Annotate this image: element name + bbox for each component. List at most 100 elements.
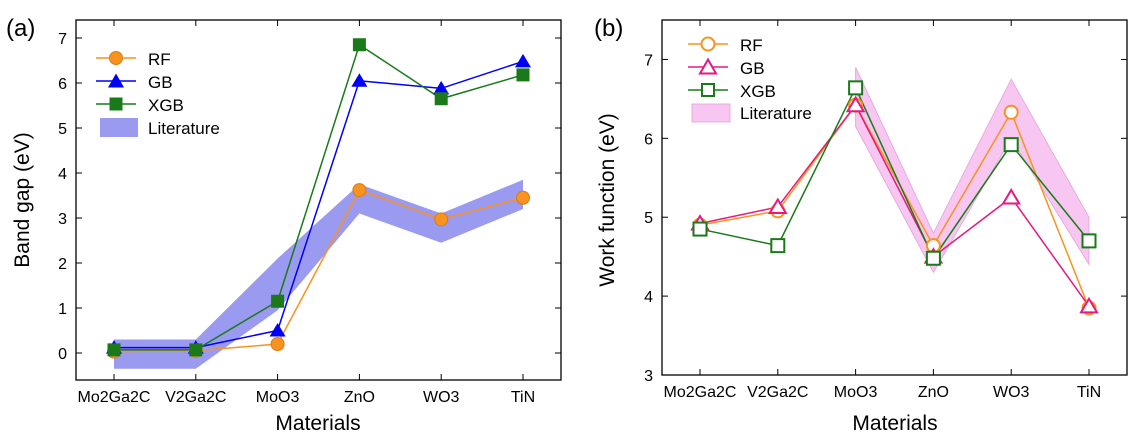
legend-marker-xgb-b xyxy=(701,83,715,97)
panel-a-plot-frame xyxy=(75,19,562,381)
data-point-gb-v2ga2c xyxy=(768,197,788,214)
x-tick-label-mo2ga2c: Mo2Ga2C xyxy=(664,384,737,401)
legend-entry-literature-b: Literature xyxy=(691,103,812,123)
data-point-gb-wo3 xyxy=(433,80,450,95)
y-tick-label: 2 xyxy=(58,256,67,273)
data-point-xgb-v2ga2c xyxy=(189,343,203,357)
data-point-rf-tin xyxy=(516,190,530,205)
data-point-rf-wo3 xyxy=(434,212,449,227)
legend-entry-literature: Literature xyxy=(100,118,220,138)
data-point-rf-zno xyxy=(352,183,367,198)
data-point-gb-tin xyxy=(515,53,531,68)
panel-a-ticks-layer: 0 1 2 3 4 5 6 7 Mo2Ga2C V2Ga2C MoO3 ZnO WO3 TiN xyxy=(58,20,561,406)
legend-entry-rf: RF xyxy=(96,50,171,69)
data-point-xgb-tin xyxy=(1081,233,1097,249)
panel-b-x-axis-label: Materials xyxy=(852,412,937,433)
panel-b-work-function: (b) 3 4 5 6 7 Mo2Ga2C V2Ga2C MoO3 ZnO WO3 TiN Mate… xyxy=(594,15,1128,433)
x-tick-label-tin: TiN xyxy=(511,389,535,406)
panel-a-lines-layer xyxy=(106,38,531,359)
y-tick-label: 5 xyxy=(644,210,653,227)
data-point-rf-wo3 xyxy=(1003,104,1019,120)
data-point-xgb-v2ga2c xyxy=(770,238,786,254)
data-point-rf-moo3 xyxy=(270,337,285,351)
literature-band xyxy=(855,67,1090,274)
panel-a-legend: RF GB XGB Literature xyxy=(96,50,220,138)
y-tick-label: 4 xyxy=(644,289,653,306)
panel-b-band-layer xyxy=(855,67,1090,274)
legend-label-gb: GB xyxy=(148,73,173,92)
panel-b-lines-layer xyxy=(690,80,1099,316)
panel-a-band-gap: (a) 0 1 2 3 4 5 6 7 Mo2Ga2C V2Ga2C MoO3 ZnO WO3 TiN M… xyxy=(6,15,562,433)
panel-b-legend: RF GB XGB Literature xyxy=(688,36,812,123)
data-point-gb-moo3 xyxy=(845,95,866,113)
x-tick-label-zno: ZnO xyxy=(918,384,949,401)
data-point-gb-tin xyxy=(1079,296,1099,314)
panel-a-x-axis-label: Materials xyxy=(275,412,360,433)
x-tick-label-moo3: MoO3 xyxy=(256,389,300,406)
data-point-xgb-zno xyxy=(352,38,366,52)
data-point-gb-moo3 xyxy=(269,323,286,337)
panel-a-y-axis-label: Band gap (eV) xyxy=(11,132,34,267)
data-point-xgb-wo3 xyxy=(434,92,448,106)
x-tick-label-wo3: WO3 xyxy=(993,384,1030,401)
data-point-xgb-moo3 xyxy=(271,294,285,308)
panel-b-ticks-layer: 3 4 5 6 7 Mo2Ga2C V2Ga2C MoO3 ZnO WO3 TiN xyxy=(644,20,1127,401)
data-point-xgb-mo2ga2c xyxy=(692,221,708,237)
data-point-xgb-mo2ga2c xyxy=(107,343,121,357)
legend-label-literature: Literature xyxy=(148,119,220,138)
x-tick-label-moo3: MoO3 xyxy=(834,384,878,401)
panel-b-y-axis-label: Work function (eV) xyxy=(596,113,619,287)
legend-entry-gb: GB xyxy=(96,73,173,92)
y-tick-label: 6 xyxy=(58,76,67,93)
data-point-xgb-tin xyxy=(516,68,530,82)
y-tick-label: 3 xyxy=(58,211,67,228)
data-point-xgb-zno xyxy=(925,250,941,266)
legend-marker-gb-b xyxy=(698,57,718,75)
legend-label-rf: RF xyxy=(148,50,171,69)
y-tick-label: 4 xyxy=(58,166,67,183)
x-tick-label-wo3: WO3 xyxy=(423,389,460,406)
legend-entry-xgb: XGB xyxy=(96,96,184,115)
series-line-xgb xyxy=(699,86,1090,260)
data-point-gb-wo3 xyxy=(1001,188,1021,205)
series-line-gb xyxy=(114,60,524,349)
y-tick-label: 3 xyxy=(644,368,653,385)
y-tick-label: 5 xyxy=(58,121,67,138)
legend-label-literature-b: Literature xyxy=(740,104,812,123)
panel-b-plot-frame xyxy=(661,19,1128,376)
data-point-xgb-moo3 xyxy=(848,80,864,96)
legend-marker-rf-b xyxy=(700,36,716,52)
x-tick-label-tin: TiN xyxy=(1077,384,1101,401)
legend-entry-gb-b: GB xyxy=(688,57,765,78)
x-tick-label-mo2ga2c: Mo2Ga2C xyxy=(78,389,151,406)
legend-label-xgb: XGB xyxy=(148,96,184,115)
legend-marker-gb xyxy=(108,73,124,88)
series-line-gb xyxy=(699,103,1090,307)
legend-label-rf-b: RF xyxy=(740,36,763,55)
legend-entry-xgb-b: XGB xyxy=(688,82,776,101)
y-tick-label: 0 xyxy=(58,346,67,363)
panel-b-label: (b) xyxy=(594,15,623,42)
series-line-xgb xyxy=(114,43,524,351)
panel-a-label: (a) xyxy=(6,15,35,42)
legend-marker-rf xyxy=(109,51,123,65)
y-tick-label: 6 xyxy=(644,131,653,148)
legend-label-gb-b: GB xyxy=(740,59,765,78)
data-point-gb-zno xyxy=(351,73,368,87)
panel-a-band-layer xyxy=(114,179,523,369)
series-line-rf xyxy=(113,189,524,353)
legend-marker-xgb xyxy=(109,97,123,111)
data-point-xgb-wo3 xyxy=(1003,137,1019,153)
y-tick-label: 1 xyxy=(58,301,67,318)
x-tick-label-v2ga2c: V2Ga2C xyxy=(165,389,226,406)
series-line-rf xyxy=(699,103,1090,309)
y-tick-label: 7 xyxy=(644,52,653,69)
legend-swatch-literature xyxy=(100,118,138,137)
legend-label-xgb-b: XGB xyxy=(740,82,776,101)
legend-entry-rf-b: RF xyxy=(688,36,763,55)
y-tick-label: 7 xyxy=(58,31,67,48)
legend-swatch-literature-b xyxy=(691,103,731,123)
literature-band xyxy=(114,179,523,369)
x-tick-label-zno: ZnO xyxy=(344,389,375,406)
